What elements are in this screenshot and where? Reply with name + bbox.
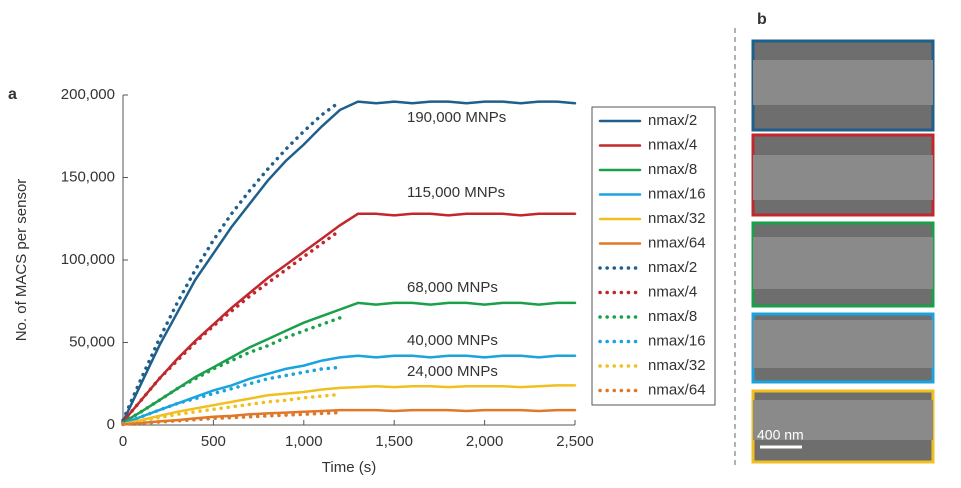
scale-bar-label: 400 nm [757,427,804,443]
legend-label: nmax/4 [648,136,697,153]
panel-label: a [8,86,17,103]
x-tick-label: 2,000 [466,433,504,450]
x-tick-label: 2,500 [556,433,594,450]
legend-label: nmax/2 [648,112,697,129]
y-tick-label: 100,000 [61,251,115,268]
line [123,102,575,422]
legend-label: nmax/4 [648,283,697,300]
y-tick-label: 50,000 [69,333,115,350]
legend-label: nmax/64 [648,234,706,251]
line [123,356,575,424]
micrographs: 400 nm [753,41,933,462]
legend-label: nmax/16 [648,185,706,202]
x-tick-label: 500 [201,433,226,450]
figure: a Time (s) No. of MACS per sensor b 400 … [0,0,961,483]
y-axis-label: No. of MACS per sensor [13,179,30,342]
line [123,214,575,422]
line [123,303,575,423]
legend-label: nmax/8 [648,308,697,325]
annotation: 40,000 MNPs [407,332,498,349]
y-tick-label: 0 [107,416,115,433]
y-tick-label: 150,000 [61,168,115,185]
legend-label: nmax/32 [648,210,706,227]
legend-label: nmax/16 [648,332,706,349]
x-tick-label: 1,500 [375,433,413,450]
legend-label: nmax/2 [648,259,697,276]
legend-label: nmax/8 [648,161,697,178]
x-tick-label: 1,000 [285,433,323,450]
dotted-line [123,395,340,425]
panel-label: b [757,11,767,28]
dotted-line [123,230,340,421]
wire [753,60,933,105]
legend-label: nmax/32 [648,357,706,374]
wire [753,237,933,289]
wire [753,155,933,200]
annotation: 68,000 MNPs [407,279,498,296]
annotation: 115,000 MNPs [407,184,505,201]
y-tick-label: 200,000 [61,86,115,103]
wire [753,320,933,368]
x-axis-label: Time (s) [322,459,376,476]
x-tick-label: 0 [119,433,127,450]
annotation: 24,000 MNPs [407,363,498,380]
legend-label: nmax/64 [648,381,706,398]
line [123,410,575,424]
annotation: 190,000 MNPs [407,109,506,126]
